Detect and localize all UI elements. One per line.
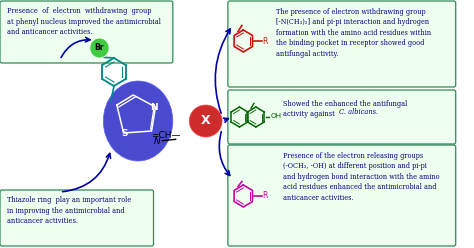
Text: Presence  of  electron  withdrawing  group
at phenyl nucleus improved the antimi: Presence of electron withdrawing group a…: [7, 7, 161, 36]
Ellipse shape: [103, 81, 173, 161]
FancyBboxPatch shape: [228, 145, 456, 246]
Text: The presence of electron withdrawing group
[-N(CH₃)₂] and pi-pi interaction and : The presence of electron withdrawing gro…: [276, 8, 431, 58]
Circle shape: [90, 38, 109, 58]
Text: Br: Br: [95, 43, 104, 53]
Text: R: R: [263, 36, 268, 45]
Text: Thiazole ring  play an important role
in improving the antimicrobial and
antican: Thiazole ring play an important role in …: [7, 196, 131, 225]
Text: C. albicans.: C. albicans.: [339, 109, 379, 117]
Text: OH: OH: [270, 113, 282, 119]
Text: Showed the enhanced the antifungal
activity against: Showed the enhanced the antifungal activ…: [283, 100, 407, 118]
Text: Presence of the electron releasing groups
(-OCH₃, -OH) at different position and: Presence of the electron releasing group…: [283, 152, 439, 202]
Ellipse shape: [189, 105, 222, 137]
FancyBboxPatch shape: [228, 1, 456, 87]
FancyBboxPatch shape: [228, 90, 456, 144]
Text: R: R: [263, 191, 268, 200]
Text: X: X: [201, 115, 210, 127]
Text: =CH—: =CH—: [151, 130, 181, 139]
Text: S: S: [121, 128, 128, 137]
Text: N: N: [154, 136, 160, 146]
Text: N: N: [150, 103, 157, 113]
FancyBboxPatch shape: [0, 1, 173, 63]
FancyBboxPatch shape: [0, 190, 154, 246]
